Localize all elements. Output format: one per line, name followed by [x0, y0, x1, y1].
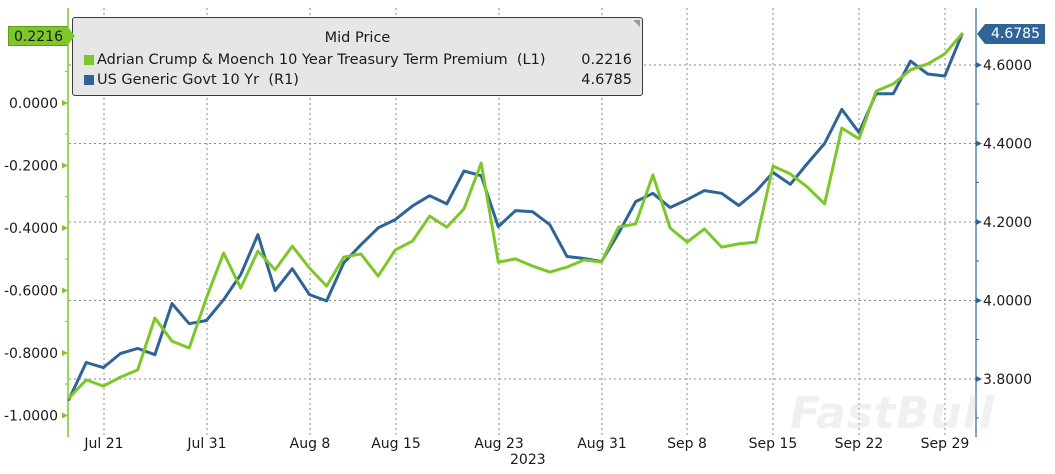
tick-marker-icon — [62, 225, 68, 231]
x-axis-tick-label: Sep 15 — [749, 436, 798, 452]
x-axis-tick-label: Aug 23 — [474, 436, 524, 452]
legend-item-term-premium[interactable]: Adrian Crump & Moench 10 Year Treasury T… — [84, 51, 632, 69]
right-axis-tick-label: 4.0000 — [983, 294, 1032, 310]
tick-marker-icon — [976, 62, 982, 68]
left-axis-tick-label: -0.4000 — [4, 221, 58, 237]
tick-marker-icon — [976, 140, 982, 147]
x-axis: Jul 21 Jul 31 Aug 8 Aug 15 Aug 23 Aug 31 Sep 8… — [83, 436, 969, 452]
x-axis-tick-label: Aug 8 — [290, 436, 331, 452]
tick-marker-icon — [976, 219, 982, 225]
legend-resize-icon[interactable] — [633, 20, 640, 27]
x-axis-tick-label: Aug 31 — [577, 436, 627, 452]
tick-marker-icon — [62, 100, 68, 106]
x-axis-tick-label: Jul 31 — [186, 436, 226, 452]
legend-item-label: US Generic Govt 10 Yr (R1) — [97, 72, 299, 88]
legend-item-value: 4.6785 — [581, 72, 632, 88]
left-axis-tick-label: 0.0000 — [9, 96, 58, 112]
right-axis-tick-label: 4.2000 — [983, 215, 1032, 231]
x-axis-tick-label: Sep 8 — [667, 436, 707, 452]
legend-item-govt-10yr[interactable]: US Generic Govt 10 Yr (R1) 4.6785 — [84, 71, 632, 89]
blue-swatch-icon — [84, 75, 94, 85]
x-axis-year-label: 2023 — [510, 452, 546, 468]
x-axis-tick-label: Jul 21 — [83, 436, 123, 452]
legend-item-value: 0.2216 — [581, 52, 632, 68]
right-axis-tick-label: 4.6000 — [983, 58, 1032, 74]
tick-marker-icon — [62, 287, 68, 294]
right-y-axis: 4.6000 4.4000 4.2000 4.0000 3.8000 — [975, 8, 1032, 437]
series-us-generic-govt-10yr-line[interactable] — [67, 32, 964, 401]
green-swatch-icon — [84, 55, 94, 65]
tick-marker-icon — [976, 297, 982, 304]
tick-marker-icon — [62, 412, 68, 419]
tick-marker-icon — [62, 162, 68, 169]
right-last-value-badge: 4.6785 — [977, 24, 1045, 44]
chart-legend[interactable]: Mid Price Adrian Crump & Moench 10 Year … — [72, 17, 643, 96]
tick-marker-icon — [62, 350, 68, 356]
right-axis-tick-label: 4.4000 — [983, 137, 1032, 153]
legend-title: Mid Price — [324, 30, 391, 46]
left-axis-tick-label: -0.2000 — [4, 159, 58, 175]
series-acm-term-premium-line[interactable] — [67, 32, 964, 400]
left-y-axis: 0.0000 -0.2000 -0.4000 -0.6000 -0.8000 -1.000… — [4, 8, 69, 437]
legend-item-label: Adrian Crump & Moench 10 Year Treasury T… — [97, 52, 546, 68]
tick-marker-icon — [976, 376, 982, 382]
left-axis-tick-label: -0.8000 — [4, 346, 58, 362]
right-axis-tick-label: 3.8000 — [983, 372, 1032, 388]
x-axis-tick-label: Aug 15 — [371, 436, 421, 452]
watermark-logo: FastBull — [790, 388, 995, 439]
left-last-value-badge: 0.2216 — [8, 26, 75, 46]
x-axis-tick-label: Sep 29 — [921, 436, 970, 452]
left-axis-tick-label: -1.0000 — [4, 409, 58, 425]
x-axis-tick-label: Sep 22 — [835, 436, 884, 452]
left-axis-tick-label: -0.6000 — [4, 284, 58, 300]
